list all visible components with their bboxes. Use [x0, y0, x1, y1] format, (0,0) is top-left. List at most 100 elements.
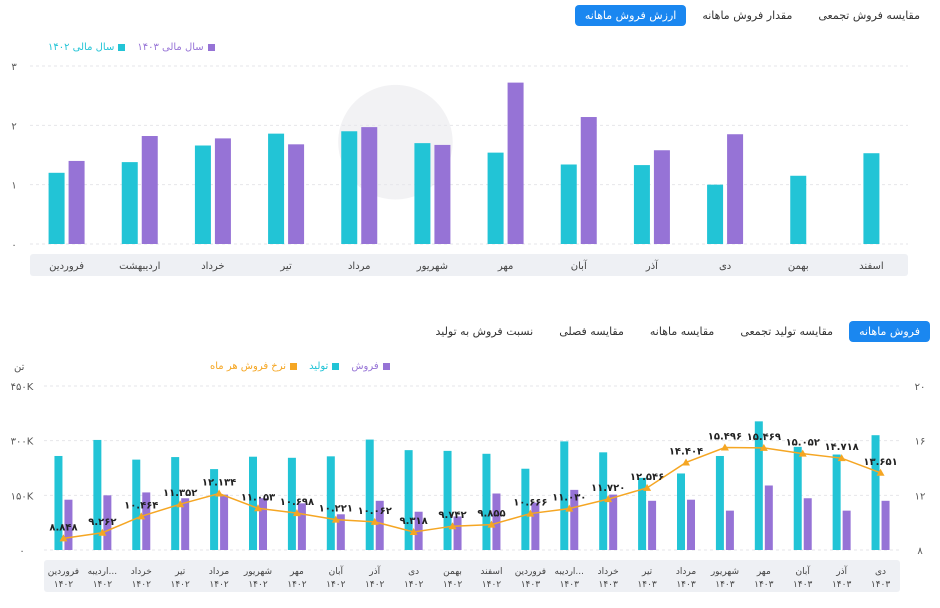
bar-1402: [633, 165, 650, 244]
bar-1402: [341, 131, 358, 244]
sales-bar: [64, 499, 73, 550]
production-bar: [832, 454, 841, 550]
x-tick-label-month: فروردین: [515, 567, 546, 577]
production-bar: [326, 456, 335, 550]
sales-rate-point: [137, 512, 146, 520]
x-tick-label: فروردین: [49, 261, 84, 272]
legend-item-1403[interactable]: سال مالی ۱۴۰۳: [137, 42, 215, 53]
x-tick-label-month: بهمن: [443, 567, 462, 577]
sales-bar: [803, 498, 812, 550]
sales-rate-point: [643, 483, 652, 491]
tab-sales-value-monthly[interactable]: ارزش فروش ماهانه: [574, 5, 687, 26]
tab-cumulative-sales[interactable]: مقایسه فروش تجمعی: [818, 9, 920, 22]
sales-bar: [725, 510, 734, 550]
x-tick-label-month: تیر: [641, 567, 653, 577]
x-tick-label-year: ۱۴۰۳: [754, 580, 774, 590]
sales-bar: [492, 493, 501, 550]
sales-bar: [297, 503, 306, 550]
tab-cumulative-production[interactable]: مقایسه تولید تجمعی: [740, 325, 834, 338]
bottom-tab-bar: نسبت فروش به تولید مقایسه فصلی مقایسه ما…: [425, 321, 930, 342]
sales-rate-label: ۱۱.۷۲۰: [591, 483, 625, 494]
x-tick-label: بهمن: [788, 261, 809, 272]
sales-bar: [453, 516, 462, 550]
sales-rate-point: [98, 528, 107, 536]
top-chart-legend: سال مالی ۱۴۰۳ سال مالی ۱۴۰۲: [48, 42, 215, 53]
x-axis-band: [30, 254, 908, 276]
legend-item-1402[interactable]: سال مالی ۱۴۰۲: [48, 42, 126, 53]
sales-rate-point: [565, 504, 574, 512]
legend-label: تولید: [309, 361, 329, 372]
x-tick-label-month: تیر: [174, 567, 186, 577]
x-tick-label-month: مهر: [756, 567, 771, 577]
x-tick-label-month: آذر: [368, 565, 380, 577]
x-tick-label-year: ۱۴۰۳: [871, 580, 891, 590]
production-bar: [171, 457, 180, 550]
x-tick-label-month: خرداد: [598, 567, 619, 577]
sales-bar: [648, 500, 657, 550]
production-bar: [54, 455, 63, 550]
sales-rate-point: [720, 443, 729, 451]
x-tick-label-year: ۱۴۰۲: [171, 580, 191, 590]
legend-item-sales[interactable]: فروش: [351, 361, 390, 372]
x-tick-label-year: ۱۴۰۳: [637, 580, 657, 590]
y-tick-label: ۲: [11, 121, 16, 132]
legend-label: سال مالی ۱۴۰۲: [48, 42, 115, 53]
sales-bar: [764, 485, 773, 550]
production-bar: [210, 469, 219, 550]
bar-1402: [560, 164, 577, 244]
sales-rate-point: [176, 500, 185, 508]
x-tick-label-month: خرداد: [131, 567, 152, 577]
tab-sales-to-production-ratio[interactable]: نسبت فروش به تولید: [435, 325, 534, 338]
sales-rate-label: ۱۰.۶۹۸: [280, 497, 314, 508]
production-bar: [754, 421, 763, 550]
x-tick-label-year: ۱۴۰۲: [404, 580, 424, 590]
sales-rate-label: ۱۵.۴۹۶: [708, 432, 742, 443]
sales-rate-label: ۸.۸۴۸: [49, 522, 77, 533]
bar-1403: [434, 144, 451, 244]
tab-seasonal-comparison[interactable]: مقایسه فصلی: [559, 325, 624, 338]
x-tick-label-year: ۱۴۰۲: [443, 580, 463, 590]
x-tick-label-year: ۱۴۰۲: [54, 580, 74, 590]
sales-rate-label: ۱۱.۳۵۲: [163, 488, 197, 499]
bar-1403: [141, 136, 158, 244]
production-bar: [365, 439, 374, 550]
legend-item-production[interactable]: تولید: [309, 361, 340, 372]
y-tick-label: ۱: [11, 181, 16, 192]
legend-item-rate[interactable]: نرخ فروش هر ماه: [210, 361, 298, 372]
x-tick-label: مرداد: [348, 261, 371, 272]
tab-monthly-comparison[interactable]: مقایسه ماهانه: [649, 325, 715, 338]
bar-1403: [214, 138, 231, 244]
bar-1402: [194, 145, 211, 244]
sales-rate-label: ۹.۳۱۸: [400, 516, 428, 527]
x-tick-label-month: آبان: [329, 565, 344, 577]
x-axis-band: [44, 560, 900, 592]
sales-rate-label: ۹.۲۶۲: [88, 517, 116, 528]
sales-rate-point: [370, 517, 379, 525]
bottom-chart-legend: فروش تولید نرخ فروش هر ماه: [210, 361, 390, 372]
sales-rate-label: ۱۰.۰۶۲: [358, 506, 392, 517]
bar-1403: [68, 160, 85, 244]
sales-rate-label: ۱۴.۴۰۴: [669, 446, 703, 457]
top-tab-bar: ارزش فروش ماهانه مقدار فروش ماهانه مقایس…: [574, 5, 930, 26]
tab-sales-quantity-monthly[interactable]: مقدار فروش ماهانه: [702, 9, 793, 22]
legend-label: نرخ فروش هر ماه: [210, 361, 287, 372]
y-tick-label: ۰: [11, 240, 16, 251]
sales-rate-label: ۱۱.۰۳۰: [552, 493, 586, 504]
x-tick-label: دی: [719, 261, 731, 272]
x-tick-label-year: ۱۴۰۲: [287, 580, 307, 590]
x-tick-label-year: ۱۴۰۳: [793, 580, 813, 590]
production-bar: [871, 435, 880, 550]
sales-bar: [103, 495, 112, 550]
x-tick-label-month: دی: [875, 567, 886, 577]
tab-monthly-sales[interactable]: فروش ماهانه: [849, 321, 930, 342]
sales-rate-label: ۹.۷۴۲: [438, 510, 466, 521]
sales-rate-point: [487, 520, 496, 528]
production-bar: [249, 456, 257, 550]
x-tick-label-year: ۱۴۰۲: [209, 580, 229, 590]
sales-bar: [687, 499, 695, 550]
sales-bar: [570, 489, 579, 550]
legend-label: سال مالی ۱۴۰۳: [137, 42, 204, 53]
production-bar: [287, 457, 296, 550]
bar-1402: [707, 184, 724, 244]
bar-1403: [727, 134, 744, 244]
